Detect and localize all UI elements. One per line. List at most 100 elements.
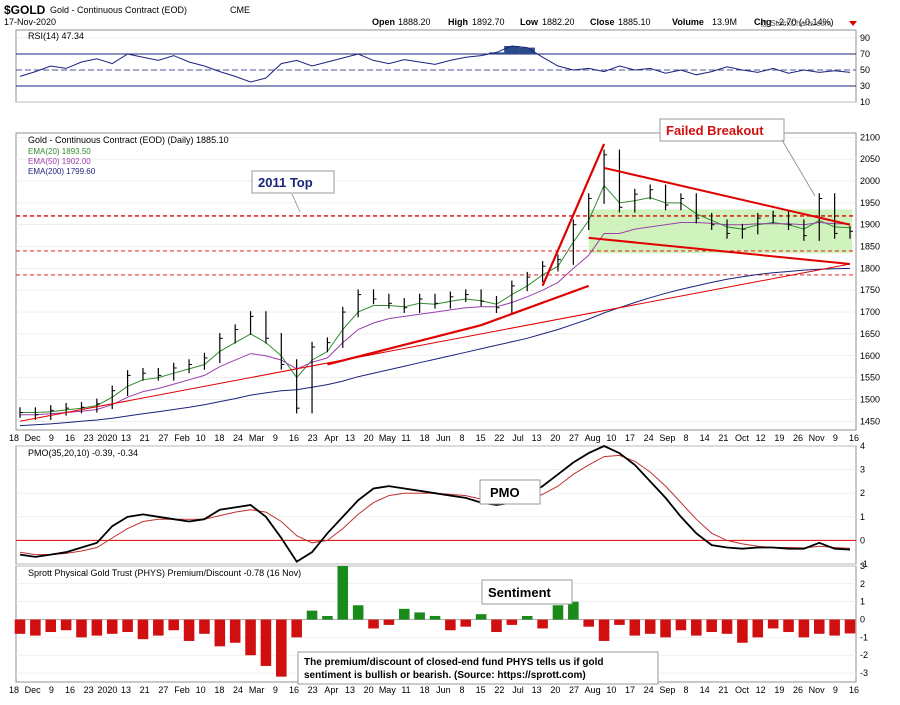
price-y-tick-label: 1500: [860, 394, 880, 404]
price-x-tick-label: 21: [140, 433, 150, 443]
sentiment-x-tick-label: 27: [569, 685, 579, 695]
pmo-line: [19, 445, 851, 563]
sentiment-bar: [30, 619, 41, 636]
sentiment-bar: [153, 619, 164, 636]
sentiment-bar: [352, 605, 364, 620]
price-panel: [15, 132, 857, 431]
price-x-tick-label: 8: [683, 433, 688, 443]
price-x-tick-label: 13: [121, 433, 131, 443]
rsi-overbought-fill: [504, 46, 520, 54]
price-y-tick-label: 1700: [860, 307, 880, 317]
sentiment-tag: Sentiment: [488, 585, 552, 600]
sentiment-x-tick-label: Dec: [25, 685, 42, 695]
sentiment-bar: [214, 619, 226, 647]
rsi-y-tick-label: 90: [860, 33, 870, 43]
price-x-tick-label: 20: [550, 433, 560, 443]
note-text: The premium/discount of closed-end fund …: [304, 657, 606, 681]
price-x-tick-label: Jul: [512, 433, 524, 443]
low-label: Low: [520, 17, 539, 27]
price-x-tick-label: 17: [625, 433, 635, 443]
sentiment-x-tick-label: 18: [9, 685, 19, 695]
ohlc-readout: Open 1888.20 High 1892.70 Low 1882.20 Cl…: [372, 17, 834, 27]
sentiment-bar: [276, 619, 287, 677]
price-x-tick-label: Mar: [249, 433, 265, 443]
price-y-tick-label: 2050: [860, 154, 880, 164]
sentiment-bar: [168, 619, 179, 631]
high-value: 1892.70: [472, 17, 505, 27]
sentiment-bar: [260, 619, 272, 666]
sentiment-x-tick-label: 11: [401, 685, 410, 695]
rsi-overbought-fill: [519, 47, 535, 54]
sentiment-x-tick-label: 2020: [97, 685, 117, 695]
price-x-tick-label: 9: [49, 433, 54, 443]
sentiment-x-tick-label: 20: [364, 685, 374, 695]
symbol-label: $GOLD: [4, 3, 46, 17]
chg-label: Chg: [754, 17, 772, 27]
sentiment-x-tick-label: 8: [459, 685, 464, 695]
sentiment-x-tick-label: May: [379, 685, 397, 695]
sentiment-bar: [614, 619, 625, 625]
sentiment-bar: [398, 608, 410, 620]
price-x-tick-label: 13: [345, 433, 355, 443]
sentiment-bar: [783, 619, 794, 633]
sentiment-bar: [445, 619, 456, 631]
rsi-y-tick-label: 30: [860, 81, 870, 91]
high-label: High: [448, 17, 468, 27]
sentiment-x-tick-label: 10: [606, 685, 616, 695]
sentiment-y-tick-label: -1: [860, 632, 868, 642]
descending-support-line: [588, 236, 851, 266]
price-x-tick-label: 10: [196, 433, 206, 443]
note-box: [297, 651, 659, 685]
sentiment-bar: [813, 619, 825, 634]
rsi-line: [19, 45, 851, 83]
sentiment-x-tick-label: 13: [121, 685, 131, 695]
note-line-2: sentiment is bullish or bearish. (Source…: [304, 670, 586, 681]
sentiment-x-tick-label: 9: [49, 685, 54, 695]
sentiment-x-tick-label: 26: [793, 685, 803, 695]
price-x-tick-label: 16: [849, 433, 859, 443]
ema20-legend-value: 1893.50: [62, 147, 91, 156]
sentiment-bar: [183, 619, 195, 641]
top-2011-box: [251, 170, 335, 194]
price-y-tick-label: 1800: [860, 263, 880, 273]
sentiment-bar: [691, 619, 702, 636]
rsi-y-tick-label: 50: [860, 65, 870, 75]
sentiment-bar: [675, 619, 687, 631]
failed-breakout-label: Failed Breakout: [666, 123, 764, 138]
price-x-tick-label: 22: [494, 433, 504, 443]
price-x-tick-label: 24: [644, 433, 654, 443]
parabolic-trendline: [541, 143, 606, 287]
sentiment-x-tick-label: 23: [308, 685, 318, 695]
sentiment-bar: [844, 619, 856, 634]
open-value: 1888.20: [398, 17, 431, 27]
sentiment-x-tick-label: 9: [273, 685, 278, 695]
sentiment-bar: [598, 619, 610, 641]
price-x-tick-label: 9: [273, 433, 278, 443]
sentiment-bar: [660, 619, 671, 638]
consolidation-zone: [588, 209, 852, 254]
sentiment-x-tick-label: 17: [625, 685, 635, 695]
price-y-tick-label: 1650: [860, 329, 880, 339]
price-x-tick-label: 15: [476, 433, 486, 443]
ema50-legend-name: EMA(50): [28, 157, 60, 166]
price-x-tick-label: 12: [756, 433, 766, 443]
volume-label: Volume: [672, 17, 704, 27]
price-x-tick-label: Oct: [735, 433, 750, 443]
price-x-tick-label: Dec: [25, 433, 42, 443]
rsi-y-tick-label: 70: [860, 49, 870, 59]
sentiment-x-tick-label: Oct: [735, 685, 750, 695]
sentiment-bar: [521, 615, 533, 620]
sentiment-bar: [552, 605, 564, 620]
rsi-overbought-fill: [488, 52, 505, 54]
ema200-legend: EMA(200) 1799.60: [28, 167, 96, 176]
price-x-tick-label: 19: [774, 433, 784, 443]
sentiment-bar: [291, 619, 302, 638]
price-y-tick-label: 1600: [860, 351, 880, 361]
ema50-legend-value: 1902.00: [62, 157, 91, 166]
low-value: 1882.20: [542, 17, 575, 27]
failed-breakout-box: [659, 118, 785, 142]
price-x-tick-label: Aug: [585, 433, 601, 443]
sentiment-bar: [414, 612, 425, 620]
sentiment-bar: [337, 566, 349, 620]
axis-layer: 18 Dec 9 16 23 2020 13 21 27 Feb 10 18 24 Mar 9 16 23 Apr…: [9, 433, 859, 695]
